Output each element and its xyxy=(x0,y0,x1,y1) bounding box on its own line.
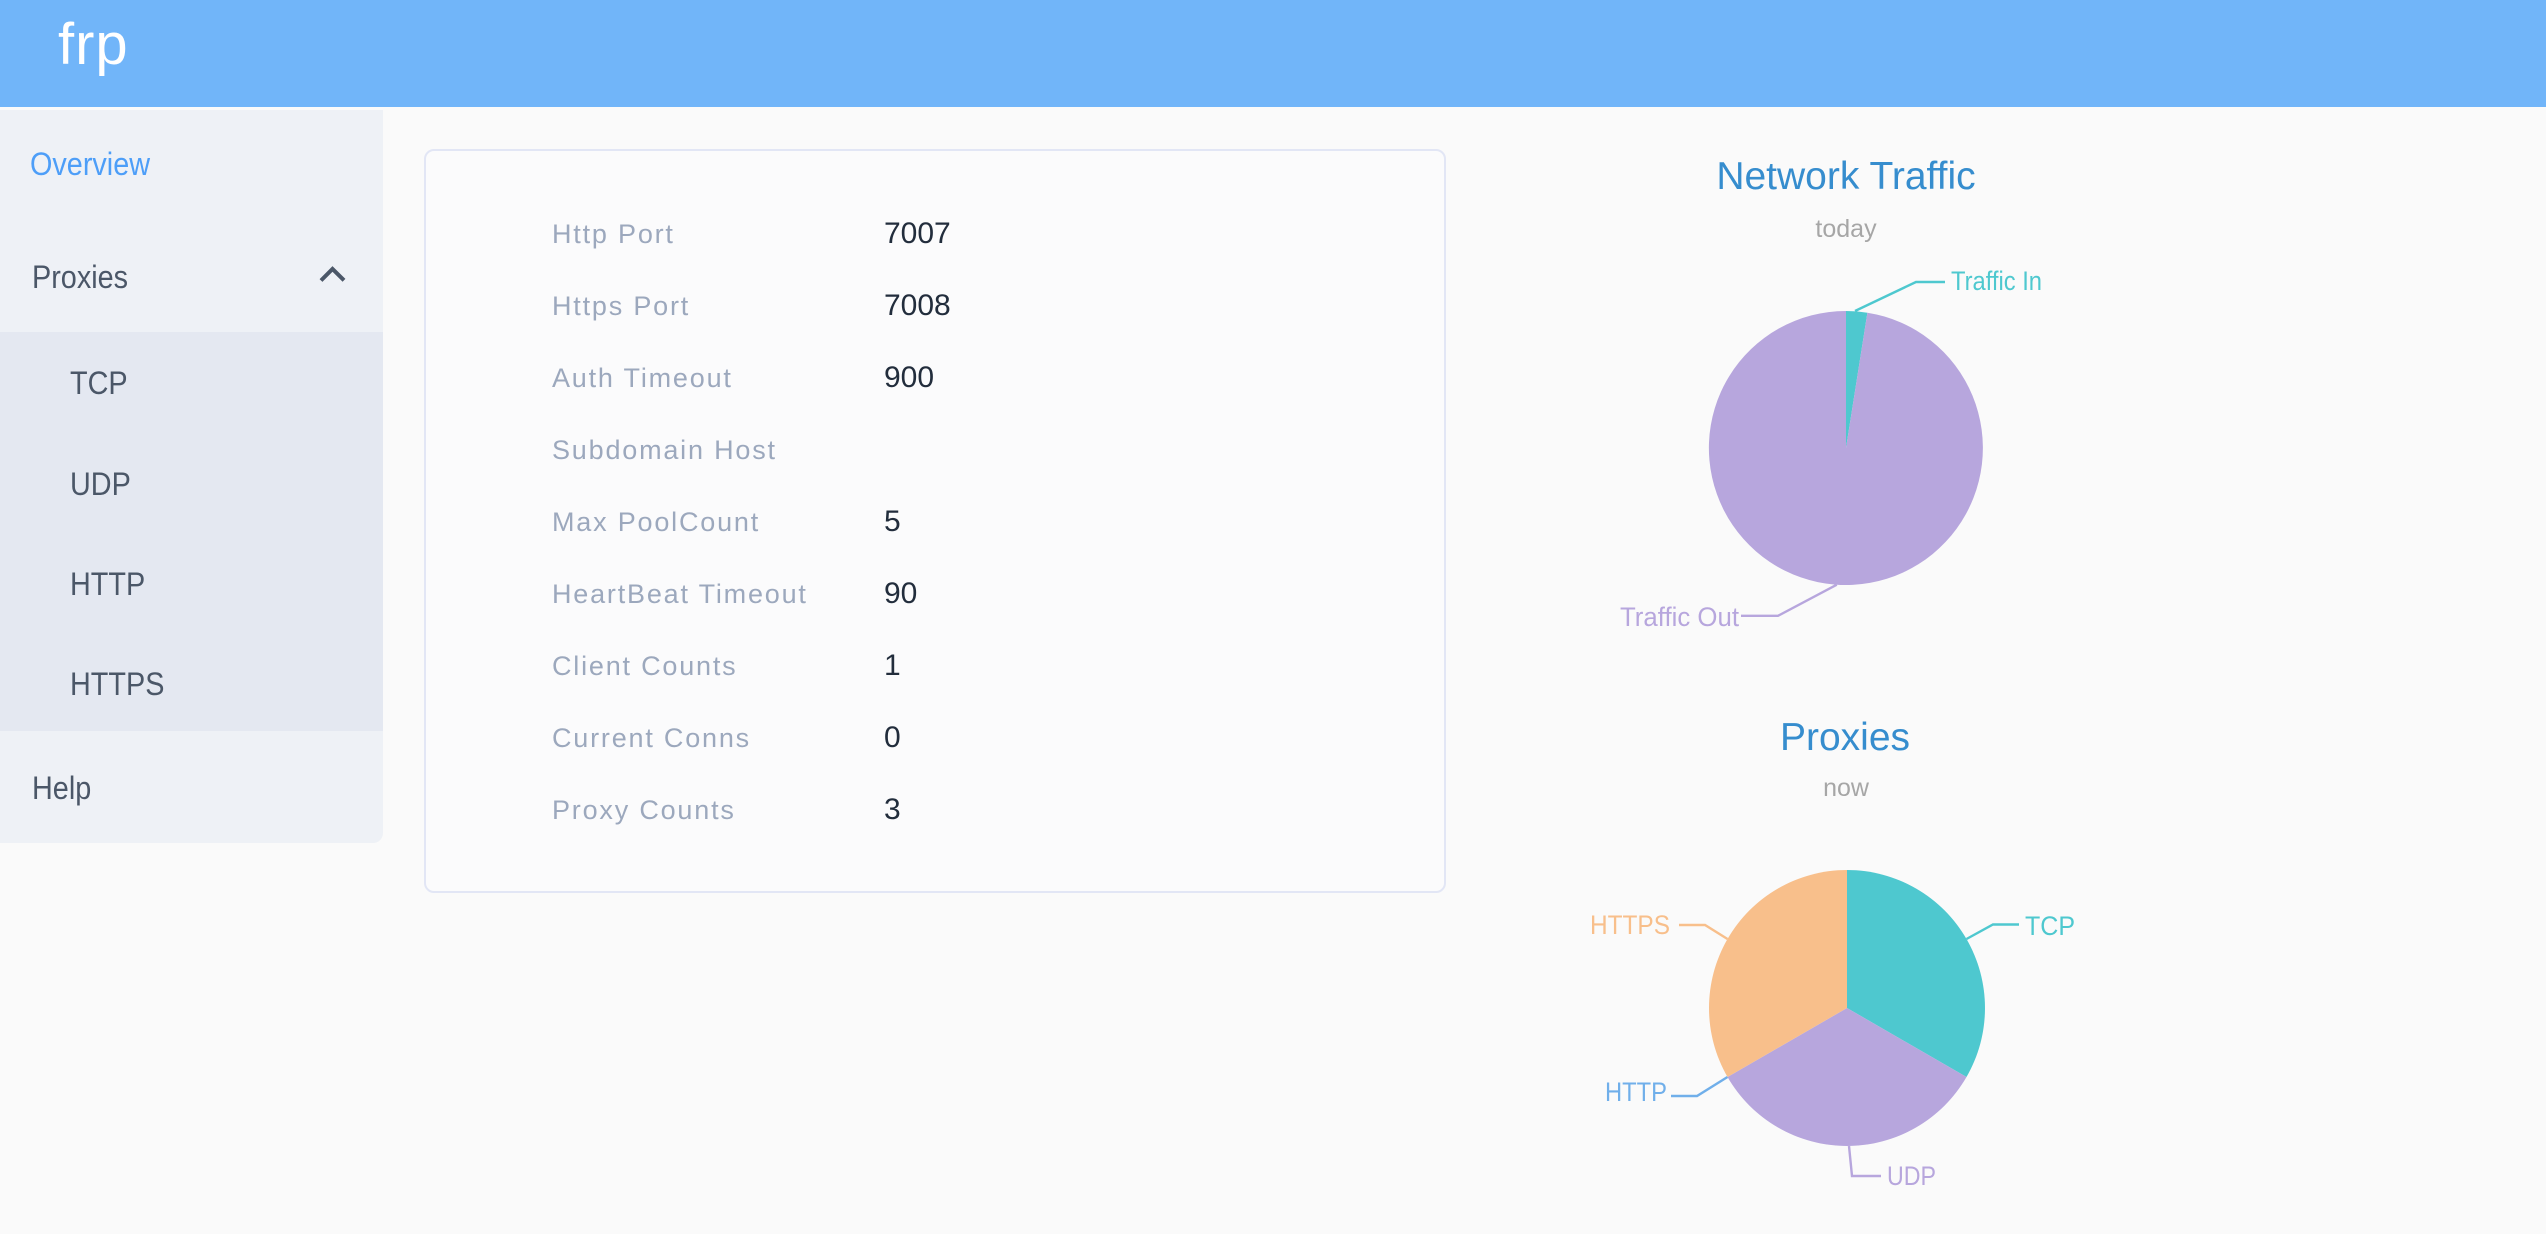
svg-text:today: today xyxy=(1815,215,1877,243)
svg-text:Traffic In: Traffic In xyxy=(1951,266,2042,296)
svg-text:HTTPS: HTTPS xyxy=(1590,910,1670,940)
svg-text:TCP: TCP xyxy=(2025,911,2075,941)
svg-text:HTTP: HTTP xyxy=(1605,1077,1667,1107)
svg-text:Traffic Out: Traffic Out xyxy=(1620,602,1739,632)
svg-text:Proxies: Proxies xyxy=(1780,716,1910,759)
svg-text:Network Traffic: Network Traffic xyxy=(1716,155,1975,198)
svg-text:UDP: UDP xyxy=(1887,1161,1936,1191)
svg-text:now: now xyxy=(1823,774,1870,802)
